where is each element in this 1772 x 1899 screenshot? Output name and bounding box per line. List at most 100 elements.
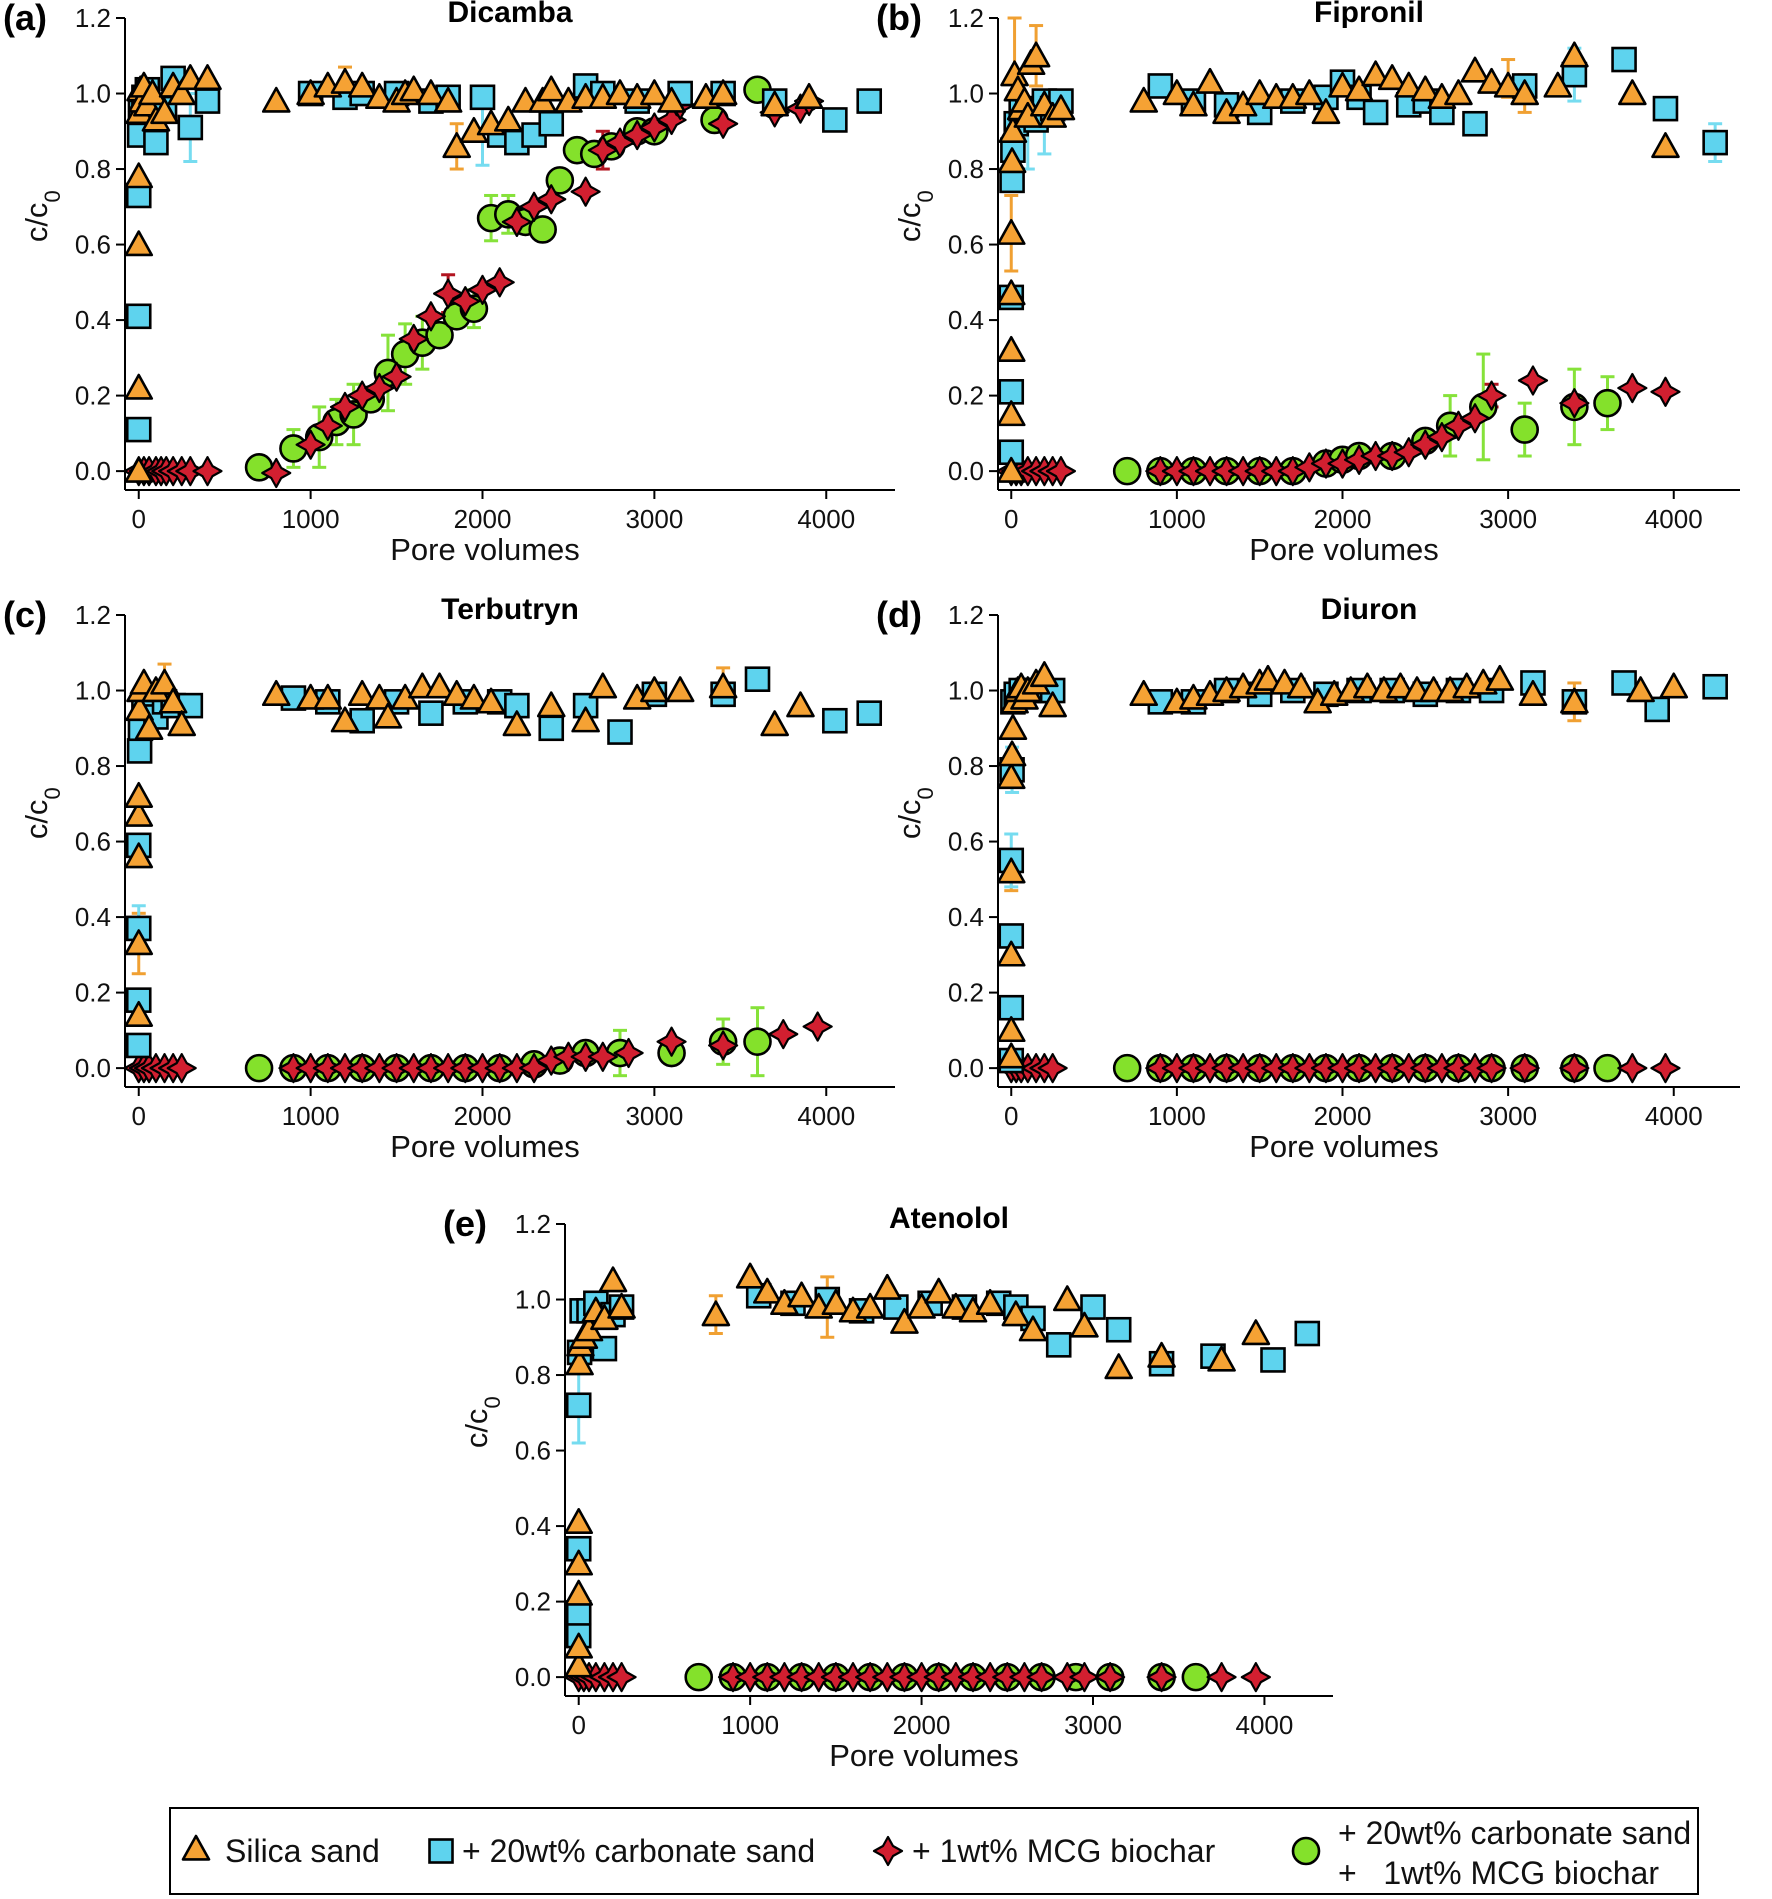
- fipronil-y-tick-label: 1.2: [948, 3, 984, 33]
- terbutryn-silica-point: [150, 668, 179, 695]
- diuron-y-tick-label: 0.0: [948, 1053, 984, 1083]
- dicamba-biochar-point: [329, 391, 361, 423]
- atenolol-silica-point: [821, 1288, 851, 1315]
- dicamba-silica-point: [124, 162, 154, 189]
- terbutryn-silica-point: [502, 710, 532, 737]
- terbutryn-carbonate-point: [744, 666, 771, 692]
- fipronil-silica-point: [1510, 79, 1539, 106]
- fipronil-silica-point: [1046, 94, 1076, 121]
- dicamba-biochar-point: [312, 410, 343, 441]
- terbutryn-silica-point: [536, 691, 566, 718]
- dicamba-silica-point: [640, 79, 669, 106]
- diuron-biochar-point: [1509, 1053, 1540, 1084]
- dicamba-y-tick-label: 0.0: [75, 456, 111, 486]
- terbutryn-silica-point: [125, 695, 154, 722]
- dicamba-y-tick-label: 0.4: [75, 305, 111, 335]
- dicamba-carbonate-point: [469, 84, 496, 111]
- terbutryn-y-tick-label: 0.2: [75, 978, 111, 1008]
- terbutryn-x-axis-label: Pore volumes: [390, 1129, 580, 1164]
- diuron-silica-point: [996, 1016, 1026, 1043]
- terbutryn-silica-point: [665, 676, 695, 703]
- fipronil-silica-point: [1444, 79, 1473, 106]
- diuron-y-tick-label: 0.4: [948, 902, 984, 932]
- terbutryn-biochar-point: [518, 1053, 550, 1084]
- fipronil-silica-point: [1344, 75, 1374, 102]
- fipronil-tag: (b): [876, 0, 922, 38]
- dicamba-biochar-point: [536, 184, 567, 215]
- legend-label-combo-line2: + 1wt% MCG biochar: [1338, 1855, 1659, 1891]
- dicamba-x-axis-label: Pore volumes: [390, 532, 580, 567]
- fipronil-x-axis-label: Pore volumes: [1249, 532, 1439, 567]
- dicamba-biochar-point: [639, 112, 670, 143]
- dicamba-silica-point: [124, 230, 154, 257]
- fipronil-silica-point: [1618, 79, 1647, 106]
- terbutryn-silica-point: [760, 710, 789, 737]
- panel-dicamba: 0.0 0.2 0.4 0.6 0.8 1.0 1.2 0 1000 2000 3000 4000 Po…: [3, 0, 895, 567]
- terbutryn-silica-point: [167, 710, 197, 737]
- atenolol-silica-point: [598, 1266, 628, 1293]
- terbutryn-silica-point: [124, 929, 154, 956]
- fipronil-silica-point: [1129, 86, 1159, 113]
- diuron-y-tick-label: 0.6: [948, 827, 984, 857]
- atenolol-silica-point: [565, 1349, 594, 1376]
- panel-fipronil: 0.0 0.2 0.4 0.6 0.8 1.0 1.2 0 1000 2000 3000 4000 Po…: [876, 0, 1740, 567]
- legend-icon-silica: [181, 1834, 211, 1861]
- atenolol-y-tick-label: 0.2: [515, 1587, 551, 1617]
- fipronil-carbonate-point: [1362, 99, 1389, 126]
- dicamba-carbonate-point: [143, 129, 169, 156]
- diuron-silica-point: [1270, 668, 1299, 695]
- dicamba-silica-point: [760, 90, 789, 117]
- fipronil-silica-point: [997, 147, 1027, 174]
- diuron-carbonate-point: [1611, 670, 1637, 696]
- atenolol-silica-point: [564, 1651, 594, 1678]
- atenolol-biochar-point: [1095, 1662, 1126, 1693]
- atenolol-combo-point: [1181, 1662, 1211, 1692]
- atenolol-biochar-point: [1206, 1662, 1237, 1693]
- terbutryn-y-tick-label: 0.0: [75, 1053, 111, 1083]
- atenolol-x-tick-label: 3000: [1064, 1710, 1122, 1740]
- terbutryn-y-tick-label: 1.2: [75, 600, 111, 630]
- terbutryn-carbonate-point: [418, 700, 444, 726]
- fipronil-silica-point: [1377, 64, 1407, 91]
- atenolol-y-tick-label: 0.8: [515, 1360, 551, 1390]
- terbutryn-carbonate-point: [856, 700, 883, 726]
- atenolol-carbonate-point: [1045, 1332, 1072, 1358]
- dicamba-silica-point: [605, 79, 635, 106]
- fipronil-x-tick-label: 1000: [1148, 504, 1206, 534]
- atenolol-silica-point: [1241, 1319, 1271, 1346]
- fipronil-silica-point: [1460, 56, 1490, 83]
- dicamba-silica-point: [150, 98, 179, 125]
- diuron-x-tick-label: 4000: [1645, 1101, 1703, 1131]
- diuron-silica-point: [1659, 672, 1689, 699]
- fipronil-biochar-point: [1426, 422, 1457, 453]
- dicamba-biochar-point: [364, 372, 395, 404]
- atenolol-silica-point: [1104, 1353, 1134, 1380]
- atenolol-biochar-point: [1146, 1662, 1177, 1693]
- atenolol-silica-point: [855, 1292, 885, 1319]
- fipronil-silica-point: [996, 279, 1026, 306]
- fipronil-biochar-point: [1650, 376, 1681, 407]
- atenolol-biochar-point: [606, 1662, 637, 1693]
- terbutryn-carbonate-point: [538, 715, 565, 742]
- atenolol-x-tick-label: 0: [571, 1710, 585, 1740]
- fipronil-silica-point: [1651, 132, 1680, 159]
- dicamba-biochar-point: [295, 429, 326, 460]
- diuron-biochar-point: [1476, 1053, 1507, 1084]
- dicamba-biochar-point: [433, 278, 464, 309]
- diuron-biochar-point: [1559, 1053, 1590, 1084]
- legend-label-silica: Silica sand: [225, 1833, 380, 1869]
- terbutryn-tag: (c): [3, 594, 47, 635]
- terbutryn-y-tick-label: 0.4: [75, 902, 111, 932]
- dicamba-carbonate-point: [194, 88, 221, 114]
- dicamba-biochar-point: [192, 456, 223, 487]
- fipronil-silica-point: [1477, 67, 1506, 94]
- atenolol-title: Atenolol: [889, 1202, 1009, 1235]
- dicamba-silica-point: [124, 456, 154, 483]
- dicamba-y-tick-label: 1.0: [75, 79, 111, 109]
- terbutryn-y-tick-label: 0.8: [75, 751, 111, 781]
- fipronil-biochar-point: [1459, 403, 1491, 434]
- diuron-silica-point: [1353, 672, 1382, 699]
- fipronil-silica-point: [1394, 71, 1424, 98]
- fipronil-silica-point: [1162, 79, 1192, 106]
- fipronil-y-tick-label: 0.8: [948, 154, 984, 184]
